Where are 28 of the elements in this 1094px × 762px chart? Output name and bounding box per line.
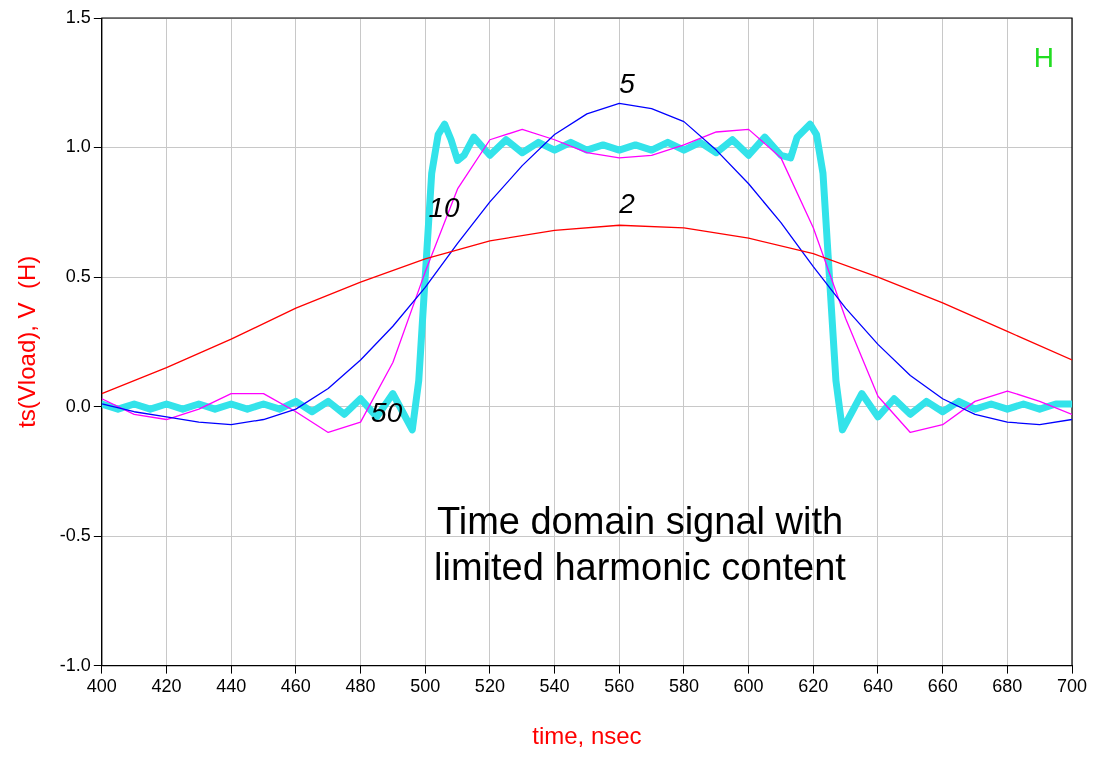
x-tick-label: 420 xyxy=(151,676,182,697)
y-axis-title: ts(Vload), V (H) xyxy=(13,255,41,428)
y-tick-label: -0.5 xyxy=(59,525,91,546)
x-tick-label: 660 xyxy=(927,676,958,697)
x-tick-label: 540 xyxy=(539,676,570,697)
series-label: 5 xyxy=(619,68,636,100)
series-label: 2 xyxy=(618,188,636,220)
x-tick-label: 640 xyxy=(862,676,893,697)
x-tick-label: 680 xyxy=(992,676,1023,697)
y-tick-label: 1.0 xyxy=(65,136,91,157)
x-tick-label: 560 xyxy=(604,676,635,697)
x-tick-label: 620 xyxy=(798,676,829,697)
x-tick-label: 600 xyxy=(733,676,764,697)
y-tick-label: 0.5 xyxy=(65,266,91,287)
x-tick-label: 700 xyxy=(1056,676,1088,697)
y-tick-label: 0.0 xyxy=(65,395,91,416)
x-tick-label: 480 xyxy=(345,676,376,697)
x-tick-label: 400 xyxy=(86,676,117,697)
x-tick-label: 580 xyxy=(668,676,699,697)
x-axis-title: time, nsec xyxy=(532,722,642,750)
x-tick-label: 440 xyxy=(216,676,247,697)
x-tick-label: 520 xyxy=(474,676,505,697)
y-tick-label: -1.0 xyxy=(59,654,91,675)
x-tick-label: 460 xyxy=(280,676,311,697)
annotation: Time domain signal with limited harmonic content xyxy=(433,499,847,590)
annotation: H xyxy=(1033,42,1054,74)
y-tick-label: 1.5 xyxy=(65,6,91,27)
x-tick-label: 500 xyxy=(410,676,441,697)
